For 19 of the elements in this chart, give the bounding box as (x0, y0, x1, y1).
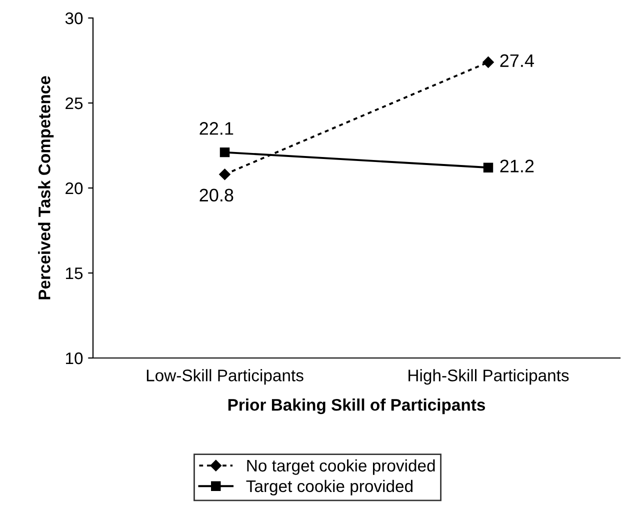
point (219, 168, 230, 180)
x-tick-label: High-Skill Participants (408, 369, 569, 385)
point (483, 162, 494, 172)
data-label: 20.8 (200, 188, 234, 202)
x-tick-label: Low-Skill Participants (146, 369, 304, 385)
y-axis-title: Perceived Task Competence (38, 76, 54, 300)
point (220, 147, 230, 158)
data-label: 27.4 (500, 54, 534, 67)
y-tick-label: 10 (66, 352, 83, 364)
legend-label: No target cookie provided (247, 459, 435, 475)
data-label: 22.1 (200, 122, 234, 135)
x-axis-title: Prior Baking Skill of Participants (228, 398, 486, 414)
y-tick-label: 20 (66, 182, 83, 194)
y-tick-label: 30 (65, 12, 83, 24)
data-label: 21.2 (500, 160, 534, 172)
legend-label: Target cookie provided (246, 480, 412, 496)
y-tick-label: 25 (66, 97, 83, 110)
y-tick-label: 15 (66, 268, 83, 280)
point (482, 56, 494, 68)
